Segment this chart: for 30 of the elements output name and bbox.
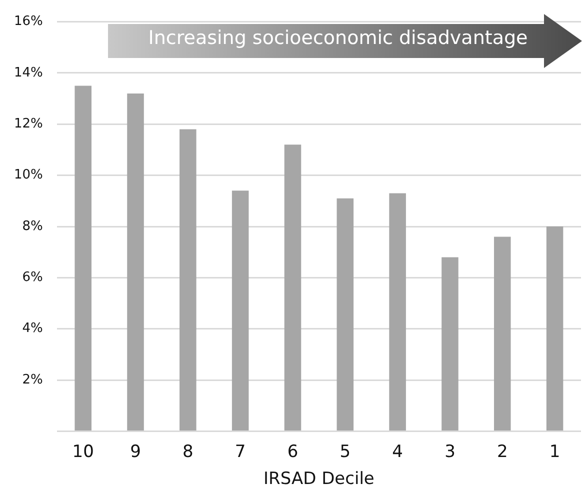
bar bbox=[284, 144, 302, 430]
x-tick-label: 7 bbox=[234, 442, 246, 462]
bar bbox=[389, 193, 406, 430]
x-tick-label: 8 bbox=[182, 442, 194, 462]
bar bbox=[494, 236, 511, 430]
y-tick-label: 12% bbox=[14, 116, 43, 132]
y-tick-label: 14% bbox=[14, 65, 43, 80]
bar bbox=[127, 93, 144, 430]
x-tick-label: 6 bbox=[287, 442, 298, 462]
y-tick-label: 6% bbox=[22, 270, 43, 286]
bar bbox=[442, 257, 458, 430]
x-tick-label: 5 bbox=[340, 442, 351, 462]
x-tick-label: 9 bbox=[130, 442, 141, 462]
y-tick-label: 4% bbox=[22, 321, 43, 336]
x-axis-title: IRSAD Decile bbox=[264, 469, 374, 490]
x-tick-label: 3 bbox=[444, 442, 456, 462]
x-tick-label: 10 bbox=[72, 442, 94, 462]
y-tick-label: 8% bbox=[22, 218, 43, 234]
x-tick-label: 4 bbox=[392, 442, 403, 462]
bar bbox=[74, 86, 92, 430]
bar bbox=[336, 198, 354, 430]
y-tick-label: 10% bbox=[14, 168, 43, 183]
y-tick-label: 2% bbox=[22, 372, 43, 388]
annotation: Increasing socioeconomic disadvantage bbox=[147, 26, 529, 51]
y-tick-label: 16% bbox=[14, 14, 43, 30]
x-tick-label: 2 bbox=[496, 442, 508, 462]
bar bbox=[180, 129, 196, 430]
bar bbox=[232, 190, 249, 430]
x-tick-label: 1 bbox=[549, 442, 560, 462]
bar bbox=[546, 226, 564, 430]
